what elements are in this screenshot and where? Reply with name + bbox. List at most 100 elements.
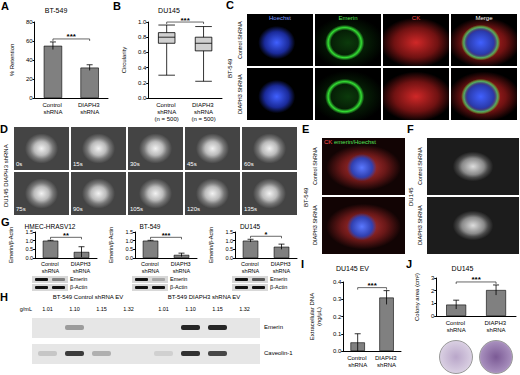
svg-text:0: 0: [29, 95, 33, 101]
svg-text:Extracellular DNA: Extracellular DNA: [309, 293, 315, 340]
svg-text:Control: Control: [141, 261, 160, 267]
svg-text:1.0: 1.0: [138, 19, 147, 25]
svg-text:HMEC-HRASV12: HMEC-HRASV12: [25, 223, 76, 230]
svg-text:**: **: [63, 231, 69, 240]
svg-text:(n = 500): (n = 500): [191, 116, 215, 122]
html-text:Control ShRNA: Control ShRNA: [237, 21, 243, 59]
svg-text:(ng/μL): (ng/μL): [316, 307, 322, 326]
svg-text:0.2: 0.2: [138, 80, 147, 86]
svg-text:2: 2: [431, 288, 435, 294]
svg-text:Emerin/β-Actin: Emerin/β-Actin: [8, 227, 14, 263]
svg-text:(n = 500): (n = 500): [155, 116, 179, 122]
html-text:H: H: [0, 291, 8, 303]
svg-text:Emerin/β-Actin: Emerin/β-Actin: [108, 227, 114, 263]
svg-text:shRNA: shRNA: [194, 109, 213, 115]
svg-text:shRNA: shRNA: [273, 268, 291, 274]
svg-text:DIAPH3: DIAPH3: [171, 261, 192, 267]
html-text:Emerin: Emerin: [338, 15, 358, 21]
svg-text:Control: Control: [41, 261, 60, 267]
html-text:BT-549: BT-549: [227, 58, 233, 78]
svg-text:1.5: 1.5: [225, 229, 233, 235]
svg-text:0.0: 0.0: [225, 255, 233, 261]
svg-text:*: *: [265, 230, 268, 239]
svg-text:shRNA: shRNA: [487, 327, 506, 333]
svg-text:0.0: 0.0: [138, 95, 147, 101]
svg-text:1.5: 1.5: [125, 229, 133, 235]
svg-text:J: J: [406, 258, 412, 270]
svg-text:DIAPH3: DIAPH3: [375, 355, 398, 361]
svg-text:1.0: 1.0: [225, 238, 233, 244]
html-text:C: C: [226, 0, 234, 11]
svg-text:Circularity: Circularity: [121, 47, 127, 74]
html-text:F: F: [407, 123, 414, 135]
svg-text:***: ***: [471, 275, 481, 284]
svg-text:1.0: 1.0: [25, 238, 33, 244]
svg-text:shRNA: shRNA: [377, 362, 396, 368]
svg-text:Control: Control: [446, 320, 467, 326]
svg-text:BT-549: BT-549: [45, 7, 68, 14]
svg-text:0.8: 0.8: [138, 34, 147, 40]
svg-text:Control: Control: [156, 102, 177, 108]
svg-text:0.3: 0.3: [333, 296, 342, 302]
svg-text:0.2: 0.2: [333, 314, 342, 320]
svg-text:40: 40: [26, 57, 33, 63]
svg-text:shRNA: shRNA: [142, 268, 160, 274]
svg-text:shRNA: shRNA: [43, 109, 62, 115]
svg-text:0.5: 0.5: [225, 246, 233, 252]
svg-text:shRNA: shRNA: [242, 268, 260, 274]
html-text:D: D: [0, 123, 8, 135]
svg-text:Control: Control: [347, 355, 368, 361]
svg-text:shRNA: shRNA: [42, 268, 60, 274]
svg-text:***: ***: [67, 32, 77, 41]
svg-text:shRNA: shRNA: [73, 268, 91, 274]
svg-text:0.0: 0.0: [125, 255, 133, 261]
svg-text:B: B: [113, 0, 121, 12]
html-text:Merge: Merge: [475, 15, 493, 21]
html-text:E: E: [302, 123, 310, 135]
svg-text:0: 0: [431, 313, 435, 319]
svg-text:Emerin/β-Actin: Emerin/β-Actin: [208, 227, 214, 263]
svg-text:***: ***: [367, 281, 377, 290]
svg-text:BT-549: BT-549: [140, 223, 161, 230]
svg-text:DIAPH3: DIAPH3: [71, 261, 92, 267]
svg-text:DIAPH3: DIAPH3: [78, 102, 101, 108]
svg-text:0.5: 0.5: [25, 246, 33, 252]
svg-text:A: A: [1, 0, 9, 12]
svg-text:0.5: 0.5: [125, 246, 133, 252]
svg-text:G: G: [1, 216, 10, 228]
svg-text:% Retention: % Retention: [9, 44, 15, 77]
svg-text:shRNA: shRNA: [348, 362, 367, 368]
svg-text:3: 3: [431, 275, 435, 281]
svg-text:Colony area (cm²): Colony area (cm²): [414, 273, 420, 321]
svg-text:shRNA: shRNA: [80, 109, 99, 115]
svg-text:***: ***: [162, 231, 171, 240]
svg-text:shRNA: shRNA: [447, 327, 466, 333]
svg-text:DU145 EV: DU145 EV: [336, 265, 369, 272]
svg-text:60: 60: [26, 38, 33, 44]
svg-text:0.1: 0.1: [333, 331, 342, 337]
svg-text:shRNA: shRNA: [157, 109, 176, 115]
svg-text:0.0: 0.0: [25, 255, 33, 261]
svg-text:1.0: 1.0: [125, 238, 133, 244]
svg-text:0.6: 0.6: [138, 49, 147, 55]
svg-text:DU145: DU145: [158, 7, 180, 14]
svg-text:***: ***: [180, 16, 190, 25]
svg-text:DIAPH3: DIAPH3: [192, 102, 215, 108]
svg-text:I: I: [301, 258, 304, 270]
svg-text:Control: Control: [42, 102, 63, 108]
svg-text:1.5: 1.5: [25, 229, 33, 235]
svg-text:DIAPH3: DIAPH3: [271, 261, 292, 267]
svg-text:1: 1: [431, 300, 435, 306]
html-text:CK: CK: [411, 15, 421, 21]
html-text:Hoechst: Hoechst: [269, 15, 291, 21]
svg-text:DU145: DU145: [452, 265, 474, 272]
svg-text:0.4: 0.4: [333, 279, 342, 285]
svg-text:80: 80: [26, 19, 33, 25]
svg-text:20: 20: [26, 76, 33, 82]
svg-text:shRNA: shRNA: [173, 268, 191, 274]
svg-text:DIAPH3: DIAPH3: [484, 320, 507, 326]
svg-text:Control: Control: [241, 261, 260, 267]
svg-text:0.4: 0.4: [138, 65, 147, 71]
svg-text:0.0: 0.0: [333, 348, 342, 354]
svg-text:DU145: DU145: [240, 223, 261, 230]
